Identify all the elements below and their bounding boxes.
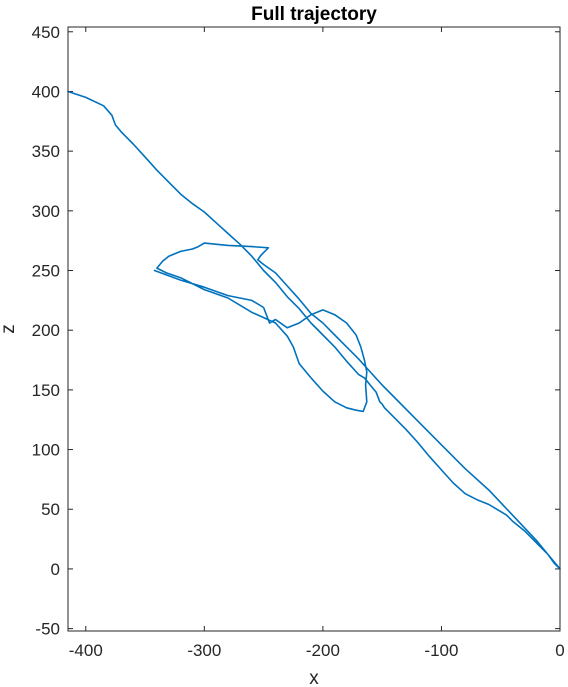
y-axis-label: z xyxy=(0,324,19,334)
y-tick-label: 0 xyxy=(51,560,60,579)
plot-frame xyxy=(67,26,561,632)
y-tick-label: -50 xyxy=(35,620,60,639)
y-tick-label: 350 xyxy=(32,142,60,161)
x-tick-label: -200 xyxy=(306,641,340,660)
y-tick-label: 300 xyxy=(32,202,60,221)
x-tick-label: -100 xyxy=(424,641,458,660)
x-tick-label: -400 xyxy=(69,641,103,660)
x-tick-label: -300 xyxy=(187,641,221,660)
trajectory-line xyxy=(67,90,561,570)
axis-ticks xyxy=(68,27,561,631)
tick-labels: -400 -300 -200 -100 0 -50 0 50 100 150 200 250 300 35… xyxy=(32,23,565,660)
y-tick-label: 50 xyxy=(41,500,60,519)
y-tick-label: 250 xyxy=(32,262,60,281)
y-tick-label: 150 xyxy=(32,381,60,400)
x-axis-label: x xyxy=(309,668,319,687)
y-tick-label: 400 xyxy=(32,82,60,101)
y-tick-label: 100 xyxy=(32,441,60,460)
chart-title: Full trajectory xyxy=(251,4,377,25)
y-tick-label: 200 xyxy=(32,321,60,340)
x-tick-label: 0 xyxy=(555,641,564,660)
y-tick-label: 450 xyxy=(32,23,60,42)
